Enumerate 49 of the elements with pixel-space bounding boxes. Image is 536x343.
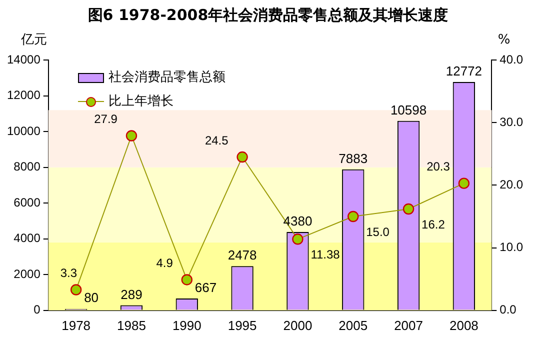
y-tick-label: 4000 xyxy=(14,231,41,246)
y2-tick-label: 30.0 xyxy=(500,114,524,129)
point xyxy=(348,210,359,222)
y-axis-title: 亿元 xyxy=(20,32,47,48)
y2-tick-label: 10.0 xyxy=(500,240,524,254)
data-label: 10598 xyxy=(390,102,427,118)
x-tick-label: 2008 xyxy=(449,318,478,333)
x-tick-label: 2000 xyxy=(283,318,312,333)
data-label: 289 xyxy=(120,286,142,302)
data-label: 20.3 xyxy=(426,160,450,174)
data-label: 80 xyxy=(84,290,99,305)
chart-title: 图6 1978-2008年社会消费品零售总额及其增长速度 xyxy=(86,6,450,25)
y2-tick-label: 0.0 xyxy=(500,302,517,317)
point xyxy=(402,203,414,215)
data-label: 27.9 xyxy=(94,112,118,126)
point xyxy=(70,284,82,296)
x-tick-label: 2007 xyxy=(394,318,423,333)
point xyxy=(126,130,138,142)
x-tick-label: 1995 xyxy=(228,318,257,333)
y-tick-label: 6000 xyxy=(14,195,41,210)
y2-tick-label: 20.0 xyxy=(500,178,524,192)
data-label: 11.38 xyxy=(310,247,340,262)
y-tick-label: 8000 xyxy=(14,160,41,174)
y-tick-label: 2000 xyxy=(14,266,41,281)
legend-label: 社会消费品零售总额 xyxy=(108,69,226,87)
y-tick-label: 12000 xyxy=(6,88,41,102)
data-label: 667 xyxy=(194,280,217,296)
x-tick-label: 1985 xyxy=(117,318,146,333)
data-label: 15.0 xyxy=(366,224,390,239)
data-label: 12772 xyxy=(446,64,482,79)
data-label: 3.3 xyxy=(60,266,78,280)
y-tick-label: 10000 xyxy=(6,124,41,138)
x-tick-label: 2005 xyxy=(338,318,368,333)
data-label: 4.9 xyxy=(156,256,174,270)
y-tick-label: 0 xyxy=(34,302,41,317)
point xyxy=(236,151,248,163)
data-label: 24.5 xyxy=(204,133,229,148)
y2-tick-label: 40.0 xyxy=(500,52,524,66)
legend-label: 比上年增长 xyxy=(108,93,174,111)
point xyxy=(181,274,192,286)
point xyxy=(292,234,304,245)
x-tick-label: 1978 xyxy=(62,318,91,333)
x-tick-label: 1990 xyxy=(172,318,202,333)
y-tick-label: 14000 xyxy=(6,52,41,66)
point xyxy=(458,178,470,189)
data-label: 2478 xyxy=(228,248,257,263)
y2-axis-title: % xyxy=(498,32,510,48)
data-label: 7883 xyxy=(338,150,368,166)
data-label: 16.2 xyxy=(422,217,446,232)
